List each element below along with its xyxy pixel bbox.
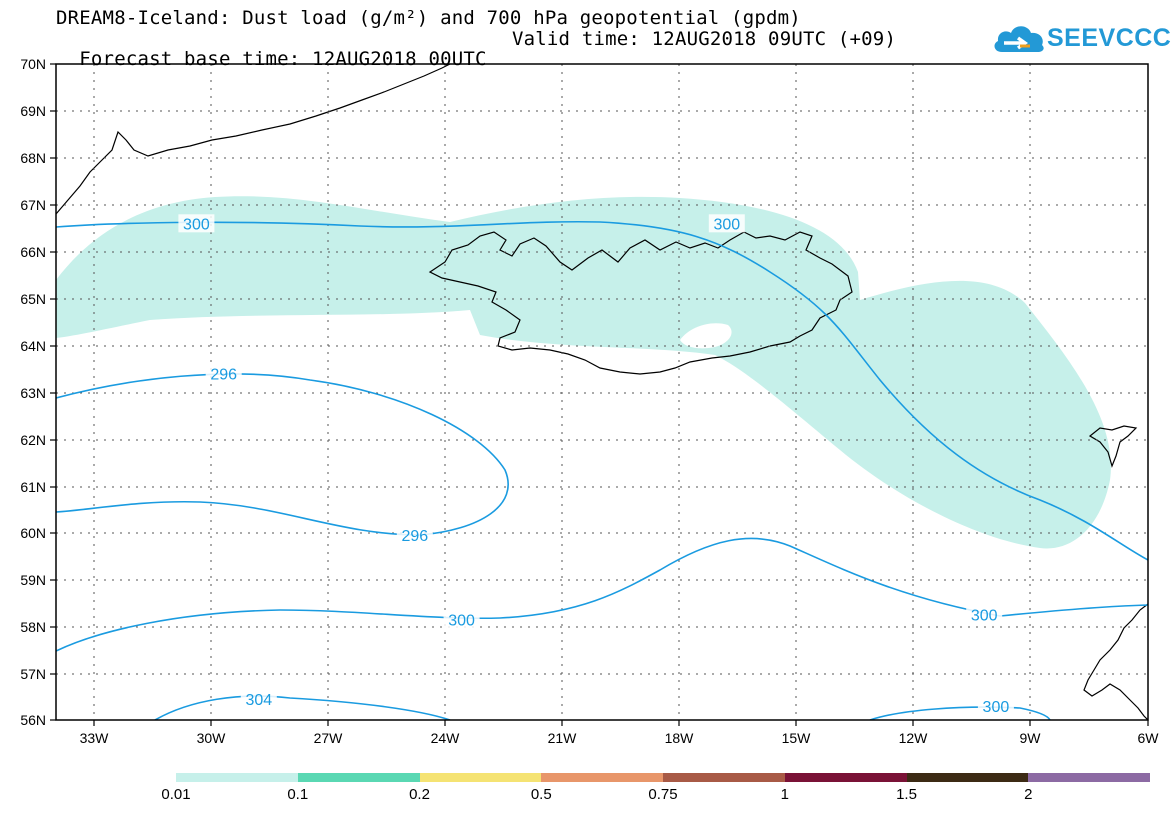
contour-label-bg: [178, 214, 215, 233]
tick-marks: [50, 63, 1149, 726]
lon-label: 21W: [548, 730, 578, 746]
lat-label: 63N: [20, 385, 46, 401]
contour-label: 300: [713, 216, 740, 233]
contour-label: 300: [183, 216, 210, 233]
contour-label-bg: [708, 214, 745, 233]
colorbar-segment: [906, 773, 1029, 782]
colorbar-label: 0.1: [287, 786, 309, 803]
colorbar-segment: [1028, 773, 1150, 782]
colorbar-segment: [541, 773, 663, 782]
lat-label: 57N: [20, 666, 46, 682]
lat-label: 59N: [20, 572, 46, 588]
lat-label: 56N: [20, 712, 46, 728]
colorbar-label: 1: [780, 786, 789, 803]
lon-label: 18W: [665, 730, 695, 746]
contour-label-bg: [240, 689, 277, 708]
cloud-icon: [994, 26, 1044, 52]
lat-label: 58N: [20, 619, 46, 635]
dust-area-west: [56, 196, 480, 338]
scotland-coastline: [1083, 603, 1148, 720]
contour-label: 300: [983, 699, 1010, 716]
lon-label: 27W: [314, 730, 344, 746]
contour-304: [154, 695, 451, 720]
contour-296-loop: [56, 373, 509, 536]
contour-label-bg: [443, 610, 480, 629]
chart-title: DREAM8-Iceland: Dust load (g/m²) and 700…: [56, 7, 801, 29]
lat-label: 68N: [20, 150, 46, 166]
lon-label: 24W: [431, 730, 461, 746]
lon-label: 6W: [1138, 730, 1160, 746]
colorbar-label: 0.2: [409, 786, 430, 803]
lon-label: 33W: [80, 730, 110, 746]
logo-text: SEEVCCC: [1047, 24, 1172, 52]
contour-label-bg: [205, 364, 242, 383]
contour-label: 304: [245, 692, 272, 709]
seevccc-logo: SEEVCCC: [990, 18, 1171, 58]
colorbar-label: 0.5: [530, 786, 552, 803]
contour-300-south: [56, 537, 1148, 652]
lat-label: 64N: [20, 338, 46, 354]
graticule: [56, 64, 1148, 720]
lat-label: 69N: [20, 103, 46, 119]
colorbar-segment: [297, 773, 420, 782]
contour-label: 300: [971, 608, 998, 625]
lat-label: 67N: [20, 197, 46, 213]
clear-area: [680, 323, 732, 349]
lat-label: 65N: [20, 291, 46, 307]
contour-label-bg: [396, 525, 433, 544]
colorbar-segment: [419, 773, 542, 782]
lon-label: 30W: [197, 730, 227, 746]
map-frame: [55, 63, 1149, 721]
colorbar-label: 0.75: [648, 786, 678, 803]
contour-labels: 300 300 296 296 300 300 304 300: [178, 214, 1014, 716]
faroe-islands: [1088, 425, 1138, 468]
dust-area-east: [450, 196, 1111, 549]
valid-time: Valid time: 12AUG2018 09UTC (+09): [512, 28, 897, 50]
lat-label: 66N: [20, 244, 46, 260]
contour-300-north: [56, 220, 1148, 561]
lon-label: 15W: [782, 730, 812, 746]
lat-label: 61N: [20, 479, 46, 495]
colorbar-label: 2: [1024, 786, 1033, 803]
lat-label: 60N: [20, 525, 46, 541]
lat-label: 62N: [20, 432, 46, 448]
latitude-labels: 70N 69N 68N 67N 66N 65N 64N 63N 62N 61N …: [20, 56, 46, 728]
contour-label-bg: [977, 696, 1014, 715]
lon-label: 12W: [899, 730, 929, 746]
greenland-coastline: [56, 64, 451, 215]
lon-label: 9W: [1020, 730, 1042, 746]
colorbar-label: 0.01: [161, 786, 191, 803]
colorbar-segment: [784, 773, 907, 782]
lat-label: 70N: [20, 56, 46, 72]
contour-300-se: [869, 706, 1051, 720]
colorbar-segment: [176, 773, 298, 782]
contour-label: 300: [448, 612, 475, 629]
colorbar-label: 1.5: [896, 786, 917, 803]
contour-label: 296: [401, 528, 428, 545]
contour-label: 296: [210, 366, 237, 383]
longitude-labels: 33W 30W 27W 24W 21W 18W 15W 12W 9W 6W: [80, 730, 1160, 746]
colorbar-segment: [663, 773, 785, 782]
contour-label-bg: [966, 605, 1003, 624]
iceland-coastline: [428, 231, 853, 375]
